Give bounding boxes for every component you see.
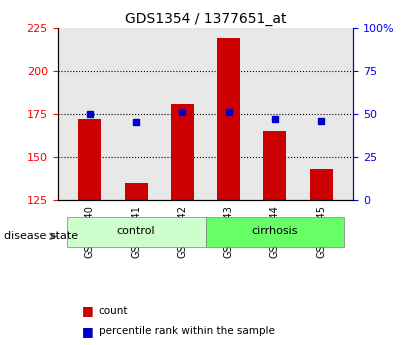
Bar: [171, 104, 194, 200]
Text: cirrhosis: cirrhosis: [252, 226, 298, 236]
FancyBboxPatch shape: [206, 217, 344, 247]
Bar: [217, 38, 240, 200]
Bar: [79, 119, 102, 200]
Bar: [309, 169, 332, 200]
Bar: [263, 131, 286, 200]
Text: disease state: disease state: [4, 231, 78, 241]
Text: control: control: [117, 226, 155, 236]
FancyBboxPatch shape: [67, 217, 206, 247]
Bar: [125, 183, 148, 200]
Text: count: count: [99, 306, 128, 315]
Text: GDS1354 / 1377651_at: GDS1354 / 1377651_at: [125, 12, 286, 26]
Text: ■: ■: [82, 325, 94, 338]
Text: ■: ■: [82, 304, 94, 317]
Text: percentile rank within the sample: percentile rank within the sample: [99, 326, 275, 336]
